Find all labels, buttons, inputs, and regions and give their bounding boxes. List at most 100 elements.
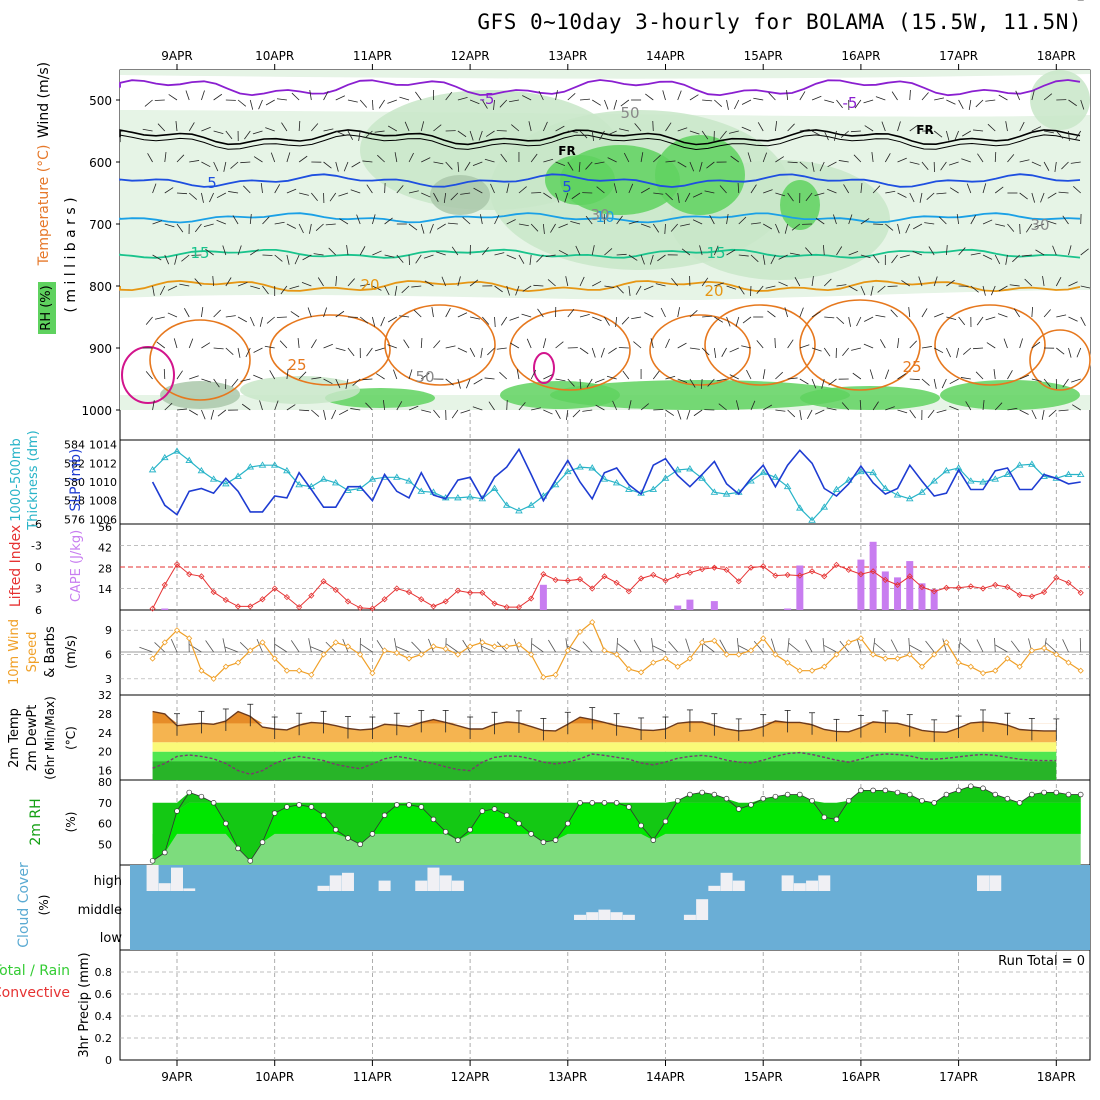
wind-barb <box>188 192 198 200</box>
rh-point <box>296 802 302 808</box>
wind-barb <box>217 409 227 417</box>
wind-barb <box>237 316 248 323</box>
wind-speed-point <box>1004 655 1011 662</box>
wind-barb <box>311 123 319 132</box>
thickness-point <box>197 466 206 474</box>
wind-barb <box>152 285 155 296</box>
wind-barb <box>918 276 923 287</box>
wind-barb <box>555 378 566 382</box>
wind-barb <box>335 378 341 389</box>
wind-barb-10m <box>995 644 1008 653</box>
rh-point <box>674 797 681 804</box>
rh-point <box>271 810 278 816</box>
wind-barb <box>487 347 495 356</box>
wind-barb <box>592 280 602 287</box>
wind-barb <box>488 401 495 411</box>
wind-barb <box>730 155 740 163</box>
wind-barb <box>543 121 548 132</box>
thickness-point <box>222 479 230 487</box>
wind-barb <box>719 130 727 140</box>
wind-barb <box>591 130 595 141</box>
wind-speed-point <box>796 667 803 674</box>
wind-barb <box>179 283 190 287</box>
wind-barb <box>811 276 814 287</box>
sounding-panel: -5 -5 FR FR 5 5 10 15 15 20 20 25 25 30 30 50 50 500 600 70… <box>81 70 1091 421</box>
rh-point <box>626 804 632 810</box>
wind-barb <box>949 405 959 411</box>
wind-barb <box>1003 338 1008 349</box>
wind-barb <box>709 214 715 225</box>
wind-barb <box>737 182 740 194</box>
wind-barb <box>274 184 281 194</box>
contour-label: 20 <box>704 282 723 300</box>
wind-barb <box>484 158 495 163</box>
wind-barb <box>909 340 917 349</box>
wind-barb <box>142 128 153 132</box>
wind-speed-point <box>467 643 474 650</box>
wind-barb <box>799 378 809 385</box>
thickness-point <box>893 491 902 498</box>
cloud-bar-high <box>171 867 183 891</box>
wind-barb-10m <box>1010 640 1020 653</box>
wind-barb <box>420 223 425 234</box>
cloud-level-label: low <box>100 931 123 946</box>
rh-point <box>638 822 644 829</box>
wind-barb <box>823 130 829 141</box>
wind-barb <box>726 316 731 327</box>
wind-speed-point <box>515 641 523 648</box>
wind-barb <box>579 378 582 389</box>
isotherm-30 <box>533 352 555 384</box>
date-label-bottom: 15APR <box>744 1070 783 1084</box>
cloud-bar-high <box>183 888 196 891</box>
wind-barb <box>600 347 605 358</box>
wind-barb <box>1080 316 1086 327</box>
wind-barb <box>436 251 446 256</box>
wind-barb <box>660 307 666 318</box>
wind-barb <box>729 347 739 353</box>
thickness-point <box>808 516 816 523</box>
wind-barb <box>699 245 703 256</box>
thickness-point <box>832 485 841 492</box>
wind-barb <box>259 400 263 411</box>
wind-barb <box>612 400 618 411</box>
wind-barb <box>965 401 972 411</box>
wind-barb <box>870 285 874 296</box>
wind-barb <box>586 378 593 388</box>
thickness-point <box>270 461 279 468</box>
wind-speed-point <box>955 659 962 666</box>
wind-barb <box>620 99 630 107</box>
wind-barb <box>232 215 239 225</box>
thickness-point <box>649 485 658 492</box>
wind-barb <box>542 223 545 234</box>
lifted-index-line <box>152 563 1082 610</box>
wind-barb <box>891 91 898 101</box>
wind-barb <box>828 378 837 386</box>
wind-barb <box>189 375 199 380</box>
wind-speed-point <box>992 667 999 674</box>
wind-barb <box>924 222 935 225</box>
wind-barb-10m <box>925 640 935 653</box>
wind-barb <box>824 99 835 103</box>
lifted-index-point <box>357 604 364 611</box>
wind-barb <box>408 254 410 266</box>
wind-barb <box>921 92 929 101</box>
wind-barb <box>897 223 901 234</box>
wind-speed-point <box>540 674 547 681</box>
wind-barb <box>543 192 552 199</box>
cloud-panel: high middle low <box>78 865 1090 950</box>
wind-speed-point <box>772 651 779 658</box>
wind-barb <box>689 94 699 101</box>
thickness-point <box>234 472 242 479</box>
isotherm-10 <box>119 212 1081 224</box>
pressure-tick-label: 800 <box>89 280 112 294</box>
wind-barb <box>555 90 558 101</box>
wind-barb <box>975 99 984 108</box>
thickness-point <box>905 494 914 502</box>
wind-speed-point <box>430 643 437 650</box>
wind-barb <box>982 285 986 296</box>
wind-barb <box>394 152 398 163</box>
wind-barb <box>154 99 165 101</box>
temp-line <box>152 710 1057 734</box>
wind-barb <box>607 157 617 163</box>
wind-barb <box>864 316 874 322</box>
